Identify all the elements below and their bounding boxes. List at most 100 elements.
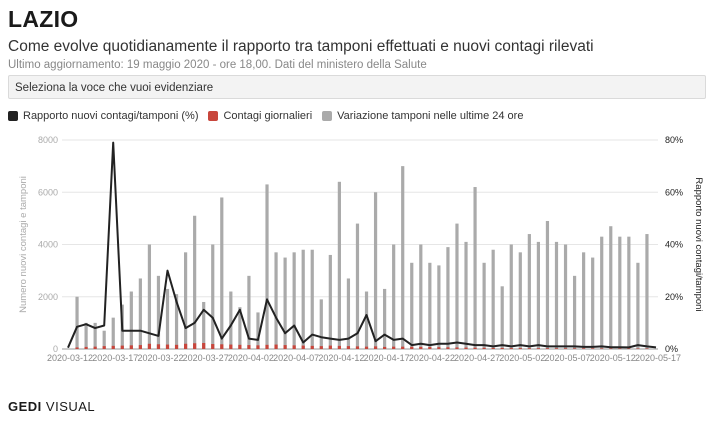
daily-cases-bar: [392, 346, 396, 349]
x-axis-tick-label: 2020-03-27: [183, 353, 229, 363]
tests-bar: [111, 317, 115, 349]
daily-cases-bar: [419, 346, 423, 349]
tests-bar: [93, 322, 97, 349]
tests-bar: [383, 288, 387, 349]
x-axis-tick-label: 2020-05-07: [545, 353, 591, 363]
tests-bar: [627, 236, 631, 349]
daily-cases-bar: [301, 345, 305, 349]
y-axis-left-title: Numero nuovi contagi e tamponi: [18, 176, 29, 313]
daily-cases-bar: [636, 348, 640, 349]
tests-bar: [301, 249, 305, 349]
tests-bar: [464, 241, 468, 349]
daily-cases-bar: [618, 348, 622, 349]
tests-bar: [355, 223, 360, 349]
y-axis-right-tick-label: 80%: [665, 135, 683, 145]
tests-bar: [373, 192, 378, 349]
daily-cases-bar: [75, 347, 79, 349]
tests-bar: [500, 286, 504, 349]
tests-bar: [455, 223, 459, 349]
daily-cases-bar: [220, 344, 224, 349]
tests-bar: [518, 252, 522, 349]
tests-bar: [247, 275, 251, 349]
daily-cases-bar: [202, 342, 206, 349]
brand-name-part2: VISUAL: [41, 399, 96, 414]
tests-bar: [636, 262, 640, 349]
daily-cases-bar: [410, 346, 414, 349]
tests-bar: [310, 249, 314, 349]
tests-bar: [527, 234, 531, 349]
tests-bar: [283, 257, 287, 349]
y-axis-left-tick-label: 6000: [38, 187, 58, 197]
legend-item-ratio[interactable]: Rapporto nuovi contagi/tamponi (%): [8, 110, 198, 122]
tests-bar: [401, 166, 405, 349]
tests-bar: [156, 275, 161, 349]
daily-cases-bar: [500, 347, 504, 349]
tests-bar: [184, 252, 188, 349]
daily-cases-bar: [184, 343, 188, 349]
highlight-selector[interactable]: Seleziona la voce che vuoi evidenziare: [8, 75, 706, 99]
daily-cases-bar: [482, 347, 486, 349]
daily-cases-bar: [147, 343, 152, 349]
daily-cases-bar: [193, 343, 197, 349]
x-axis-tick-label: 2020-03-22: [137, 353, 183, 363]
tests-bar: [229, 291, 233, 349]
daily-cases-bar: [111, 345, 115, 349]
tests-bar: [473, 187, 477, 349]
tests-bar: [645, 234, 649, 349]
legend-label-ratio: Rapporto nuovi contagi/tamponi (%): [23, 110, 199, 122]
tests-bar: [392, 244, 396, 349]
brand-logo: GEDI VISUAL: [8, 399, 95, 414]
daily-cases-bar: [383, 346, 387, 349]
daily-cases-bar: [120, 345, 124, 349]
daily-cases-bar: [229, 344, 233, 349]
daily-cases-bar: [582, 348, 586, 349]
daily-cases-bar: [265, 344, 269, 349]
daily-cases-bar: [437, 347, 441, 349]
daily-cases-bar: [509, 348, 513, 349]
daily-cases-bar: [156, 344, 161, 349]
tests-bar: [572, 275, 577, 349]
daily-cases-bar: [238, 344, 242, 349]
daily-cases-bar: [554, 348, 559, 349]
daily-cases-bar: [464, 347, 468, 349]
tests-bar: [482, 262, 486, 349]
y-axis-left-tick-label: 8000: [38, 135, 58, 145]
combo-chart: 0 2000 4000 6000 8000 0% 20% 40% 60% 80% Numero nu…: [18, 135, 704, 363]
daily-cases-bar: [283, 345, 287, 349]
x-axis-tick-label: 2020-04-12: [318, 353, 364, 363]
legend-item-daily-cases[interactable]: Contagi giornalieri: [208, 110, 312, 122]
x-axis-tick-label: 2020-03-12: [47, 353, 93, 363]
legend-item-tests[interactable]: Variazione tamponi nelle ultime 24 ore: [322, 110, 523, 122]
daily-cases-bar: [545, 348, 550, 349]
daily-cases-bar: [491, 347, 495, 349]
y-axis-right-tick-label: 40%: [665, 240, 683, 250]
tests-bar: [446, 247, 450, 349]
daily-cases-bar: [591, 348, 595, 349]
x-axis-tick-label: 2020-04-17: [364, 353, 410, 363]
daily-cases-bar: [165, 344, 170, 349]
tests-bar: [138, 278, 142, 349]
legend-label-tests: Variazione tamponi nelle ultime 24 ore: [337, 110, 524, 122]
tests-bar: [238, 307, 242, 349]
daily-cases-bar: [572, 348, 577, 349]
daily-cases-bar: [93, 346, 97, 349]
x-axis-tick-label: 2020-05-12: [590, 353, 636, 363]
daily-cases-bar: [527, 348, 531, 349]
y-axis-right-title: Rapporto nuovi contagi/tamponi: [693, 177, 704, 311]
tests-bar: [265, 184, 269, 349]
x-axis-tick-label: 2020-04-27: [454, 353, 500, 363]
daily-cases-bar: [256, 345, 260, 349]
x-axis-tick-label: 2020-04-22: [409, 353, 455, 363]
daily-cases-bar: [247, 345, 251, 349]
tests-bar: [193, 215, 197, 349]
daily-cases-bar: [310, 345, 314, 349]
tests-bar: [165, 288, 170, 349]
legend-swatch-tests: [322, 111, 333, 121]
daily-cases-bar: [274, 344, 278, 349]
brand-name-part1: GEDI: [8, 399, 42, 414]
daily-cases-bar: [138, 345, 142, 349]
daily-cases-bar: [401, 346, 405, 349]
daily-cases-bar: [129, 345, 133, 349]
daily-cases-bar: [536, 348, 540, 349]
tests-bar: [545, 220, 550, 349]
